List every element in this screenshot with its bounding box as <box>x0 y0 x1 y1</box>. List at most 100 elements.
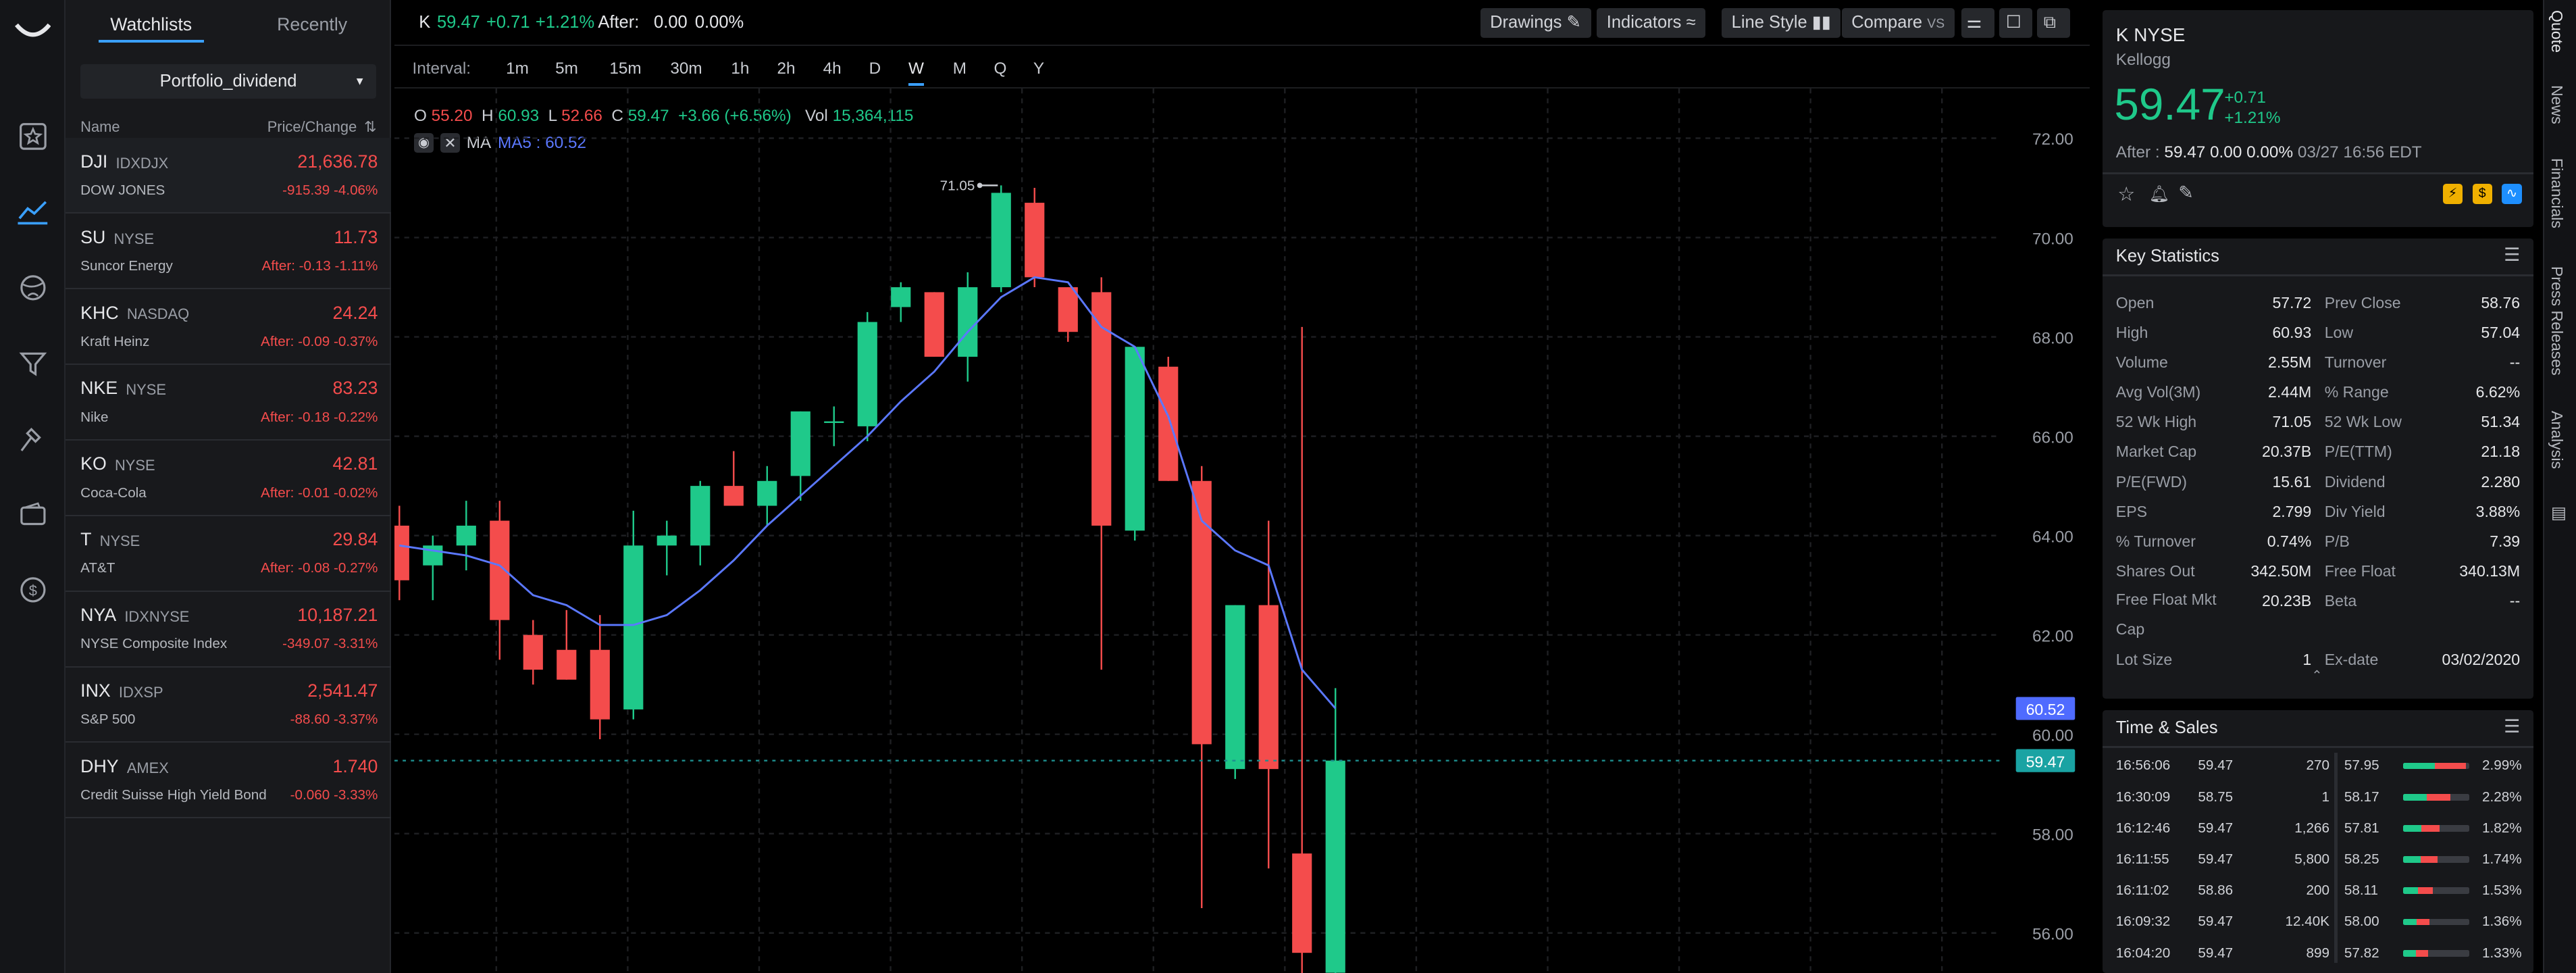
ratio-bar-sell <box>2416 918 2430 926</box>
alert-bell-icon[interactable]: 🔔︎ <box>2148 185 2170 204</box>
candle-body[interactable] <box>991 193 1011 288</box>
price-chart[interactable]: O 55.20 H 60.93 L 52.66 C 59.47 +3.66 (+… <box>394 89 2090 973</box>
candle-body[interactable] <box>623 545 644 710</box>
watchlist-row[interactable]: T NYSE AT&T 29.84 After: -0.08 -0.27% <box>66 516 391 592</box>
candle-body[interactable] <box>1258 605 1279 770</box>
interval-option-30m[interactable]: 30m <box>670 59 702 78</box>
candle-body[interactable] <box>756 481 777 506</box>
candle-body[interactable] <box>1058 287 1078 332</box>
candle-body[interactable] <box>723 486 744 506</box>
markets-globe-icon[interactable] <box>13 268 52 307</box>
popout-window-icon[interactable]: ⧉ <box>2037 8 2070 38</box>
settings-sliders-icon[interactable]: ⚌ <box>1961 8 1994 38</box>
tab-watchlists[interactable]: Watchlists <box>98 10 204 43</box>
candle-body[interactable] <box>857 322 877 427</box>
time-sales-cell: 1 <box>2321 789 2330 805</box>
portfolio-select[interactable]: Portfolio_dividend ▾ <box>80 64 376 99</box>
star-icon[interactable]: ☆ <box>2117 183 2136 205</box>
candle-body[interactable] <box>394 526 409 581</box>
candle-body[interactable] <box>890 287 911 307</box>
compare-button[interactable]: Compare VS <box>1841 8 1955 38</box>
time-sales-cell: 16:11:02 <box>2115 882 2169 899</box>
side-tab-quote[interactable]: Quote <box>2548 9 2567 53</box>
interval-option-Y[interactable]: Y <box>1033 59 1045 78</box>
watchlist-row[interactable]: KO NYSE Coca-Cola 42.81 After: -0.01 -0.02% <box>66 441 391 516</box>
dollar-badge-icon[interactable]: $ <box>2472 184 2492 204</box>
candle-body[interactable] <box>957 287 978 357</box>
col-header-name[interactable]: Name <box>80 118 120 136</box>
watchlist-name: Coca-Cola <box>80 484 147 501</box>
interval-option-1m[interactable]: 1m <box>506 59 529 78</box>
list-menu-icon[interactable]: ☰ <box>2504 245 2521 266</box>
quote-price: 59.47 <box>2114 79 2225 129</box>
line-style-button[interactable]: Line Style ▮▮ <box>1722 8 1841 38</box>
candle-body[interactable] <box>1024 203 1045 278</box>
candle-body[interactable] <box>690 486 711 546</box>
edit-note-icon[interactable]: ✎ <box>2178 182 2194 203</box>
header-change-pct: +1.21% <box>535 13 595 32</box>
interval-option-5m[interactable]: 5m <box>555 59 578 78</box>
last-price-tag-label: 59.47 <box>2026 753 2065 771</box>
interval-option-M[interactable]: M <box>952 59 967 78</box>
watchlist-change: After: -0.13 -1.11% <box>261 257 378 274</box>
candle-body[interactable] <box>1225 605 1245 770</box>
watchlist-row[interactable]: KHC NASDAQ Kraft Heinz 24.24 After: -0.09 -0… <box>66 289 391 365</box>
sort-icon[interactable]: ⇅ <box>364 118 377 136</box>
chart-badge-icon[interactable]: ∿ <box>2502 184 2522 204</box>
candle-body[interactable] <box>556 650 577 680</box>
trade-hammer-icon[interactable] <box>13 419 52 458</box>
watchlist-row[interactable]: SU NYSE Suncor Energy 11.73 After: -0.13 -1.… <box>66 214 391 290</box>
side-tabs: Quote News Financials Press Releases Analysi… <box>2543 0 2576 973</box>
watchlist-row[interactable]: NYA IDXNYSE NYSE Composite Index 10,187.21 -… <box>66 592 391 668</box>
candle-body[interactable] <box>1291 853 1312 953</box>
candle-body[interactable] <box>1158 367 1179 482</box>
dollar-icon[interactable]: $ <box>13 570 52 609</box>
side-tab-news[interactable]: News <box>2548 85 2567 125</box>
stat-label: Lot Size <box>2115 651 2173 669</box>
side-tab-analysis[interactable]: Analysis <box>2548 411 2567 470</box>
stat-label: Market Cap <box>2115 443 2197 461</box>
tab-recently[interactable]: Recently <box>277 14 348 34</box>
interval-option-W[interactable]: W <box>908 59 924 86</box>
screener-filter-icon[interactable] <box>13 343 52 382</box>
stat-value: 15.61 <box>2272 472 2312 491</box>
candle-body[interactable] <box>590 650 610 720</box>
candle-body[interactable] <box>1191 481 1212 745</box>
logo-icon[interactable] <box>13 10 52 49</box>
interval-option-4h[interactable]: 4h <box>823 59 842 78</box>
stat-value: -- <box>2509 591 2521 609</box>
watchlist-star-icon[interactable] <box>13 117 52 156</box>
candle-body[interactable] <box>1125 347 1145 531</box>
col-header-price[interactable]: Price/Change <box>267 118 357 136</box>
interval-option-2h[interactable]: 2h <box>777 59 796 78</box>
candle-body[interactable] <box>1325 761 1345 973</box>
fullscreen-icon[interactable]: ☐ <box>1999 8 2032 38</box>
chart-trend-icon[interactable] <box>13 193 52 232</box>
eye-icon[interactable]: ◉ <box>413 133 434 153</box>
lightning-icon[interactable]: ⚡︎ <box>2442 184 2463 204</box>
watchlist-row[interactable]: INX IDXSP S&P 500 2,541.47 -88.60 -3.37% <box>66 668 391 743</box>
y-tick-label: 70.00 <box>2032 230 2073 249</box>
interval-option-15m[interactable]: 15m <box>609 59 642 78</box>
interval-option-1h[interactable]: 1h <box>731 59 750 78</box>
watchlist-row[interactable]: NKE NYSE Nike 83.23 After: -0.18 -0.22% <box>66 365 391 441</box>
calendar-icon[interactable]: ▤ <box>2550 504 2567 523</box>
candle-body[interactable] <box>456 526 476 546</box>
side-tab-press-releases[interactable]: Press Releases <box>2548 266 2567 376</box>
candle-body[interactable] <box>656 535 677 546</box>
wallet-icon[interactable] <box>13 495 52 534</box>
candle-body[interactable] <box>823 421 844 424</box>
list-menu-icon[interactable]: ☰ <box>2504 716 2521 737</box>
collapse-chevron-icon[interactable]: ⌃ <box>2311 668 2323 683</box>
drawings-button[interactable]: Drawings ✎ <box>1480 8 1591 38</box>
interval-option-D[interactable]: D <box>869 59 881 78</box>
indicators-button[interactable]: Indicators ≈ <box>1597 8 1706 38</box>
candle-body[interactable] <box>523 635 543 670</box>
watchlist-row[interactable]: DJI IDXDJX DOW JONES 21,636.78 -915.39 -4.06… <box>66 138 391 214</box>
scrollbar-handle[interactable] <box>2334 752 2338 964</box>
watchlist-row[interactable]: DHY AMEX Credit Suisse High Yield Bond 1.74… <box>66 743 391 819</box>
candle-body[interactable] <box>924 292 944 357</box>
side-tab-financials[interactable]: Financials <box>2548 157 2567 228</box>
candle-body[interactable] <box>790 411 810 476</box>
interval-option-Q[interactable]: Q <box>994 59 1007 78</box>
